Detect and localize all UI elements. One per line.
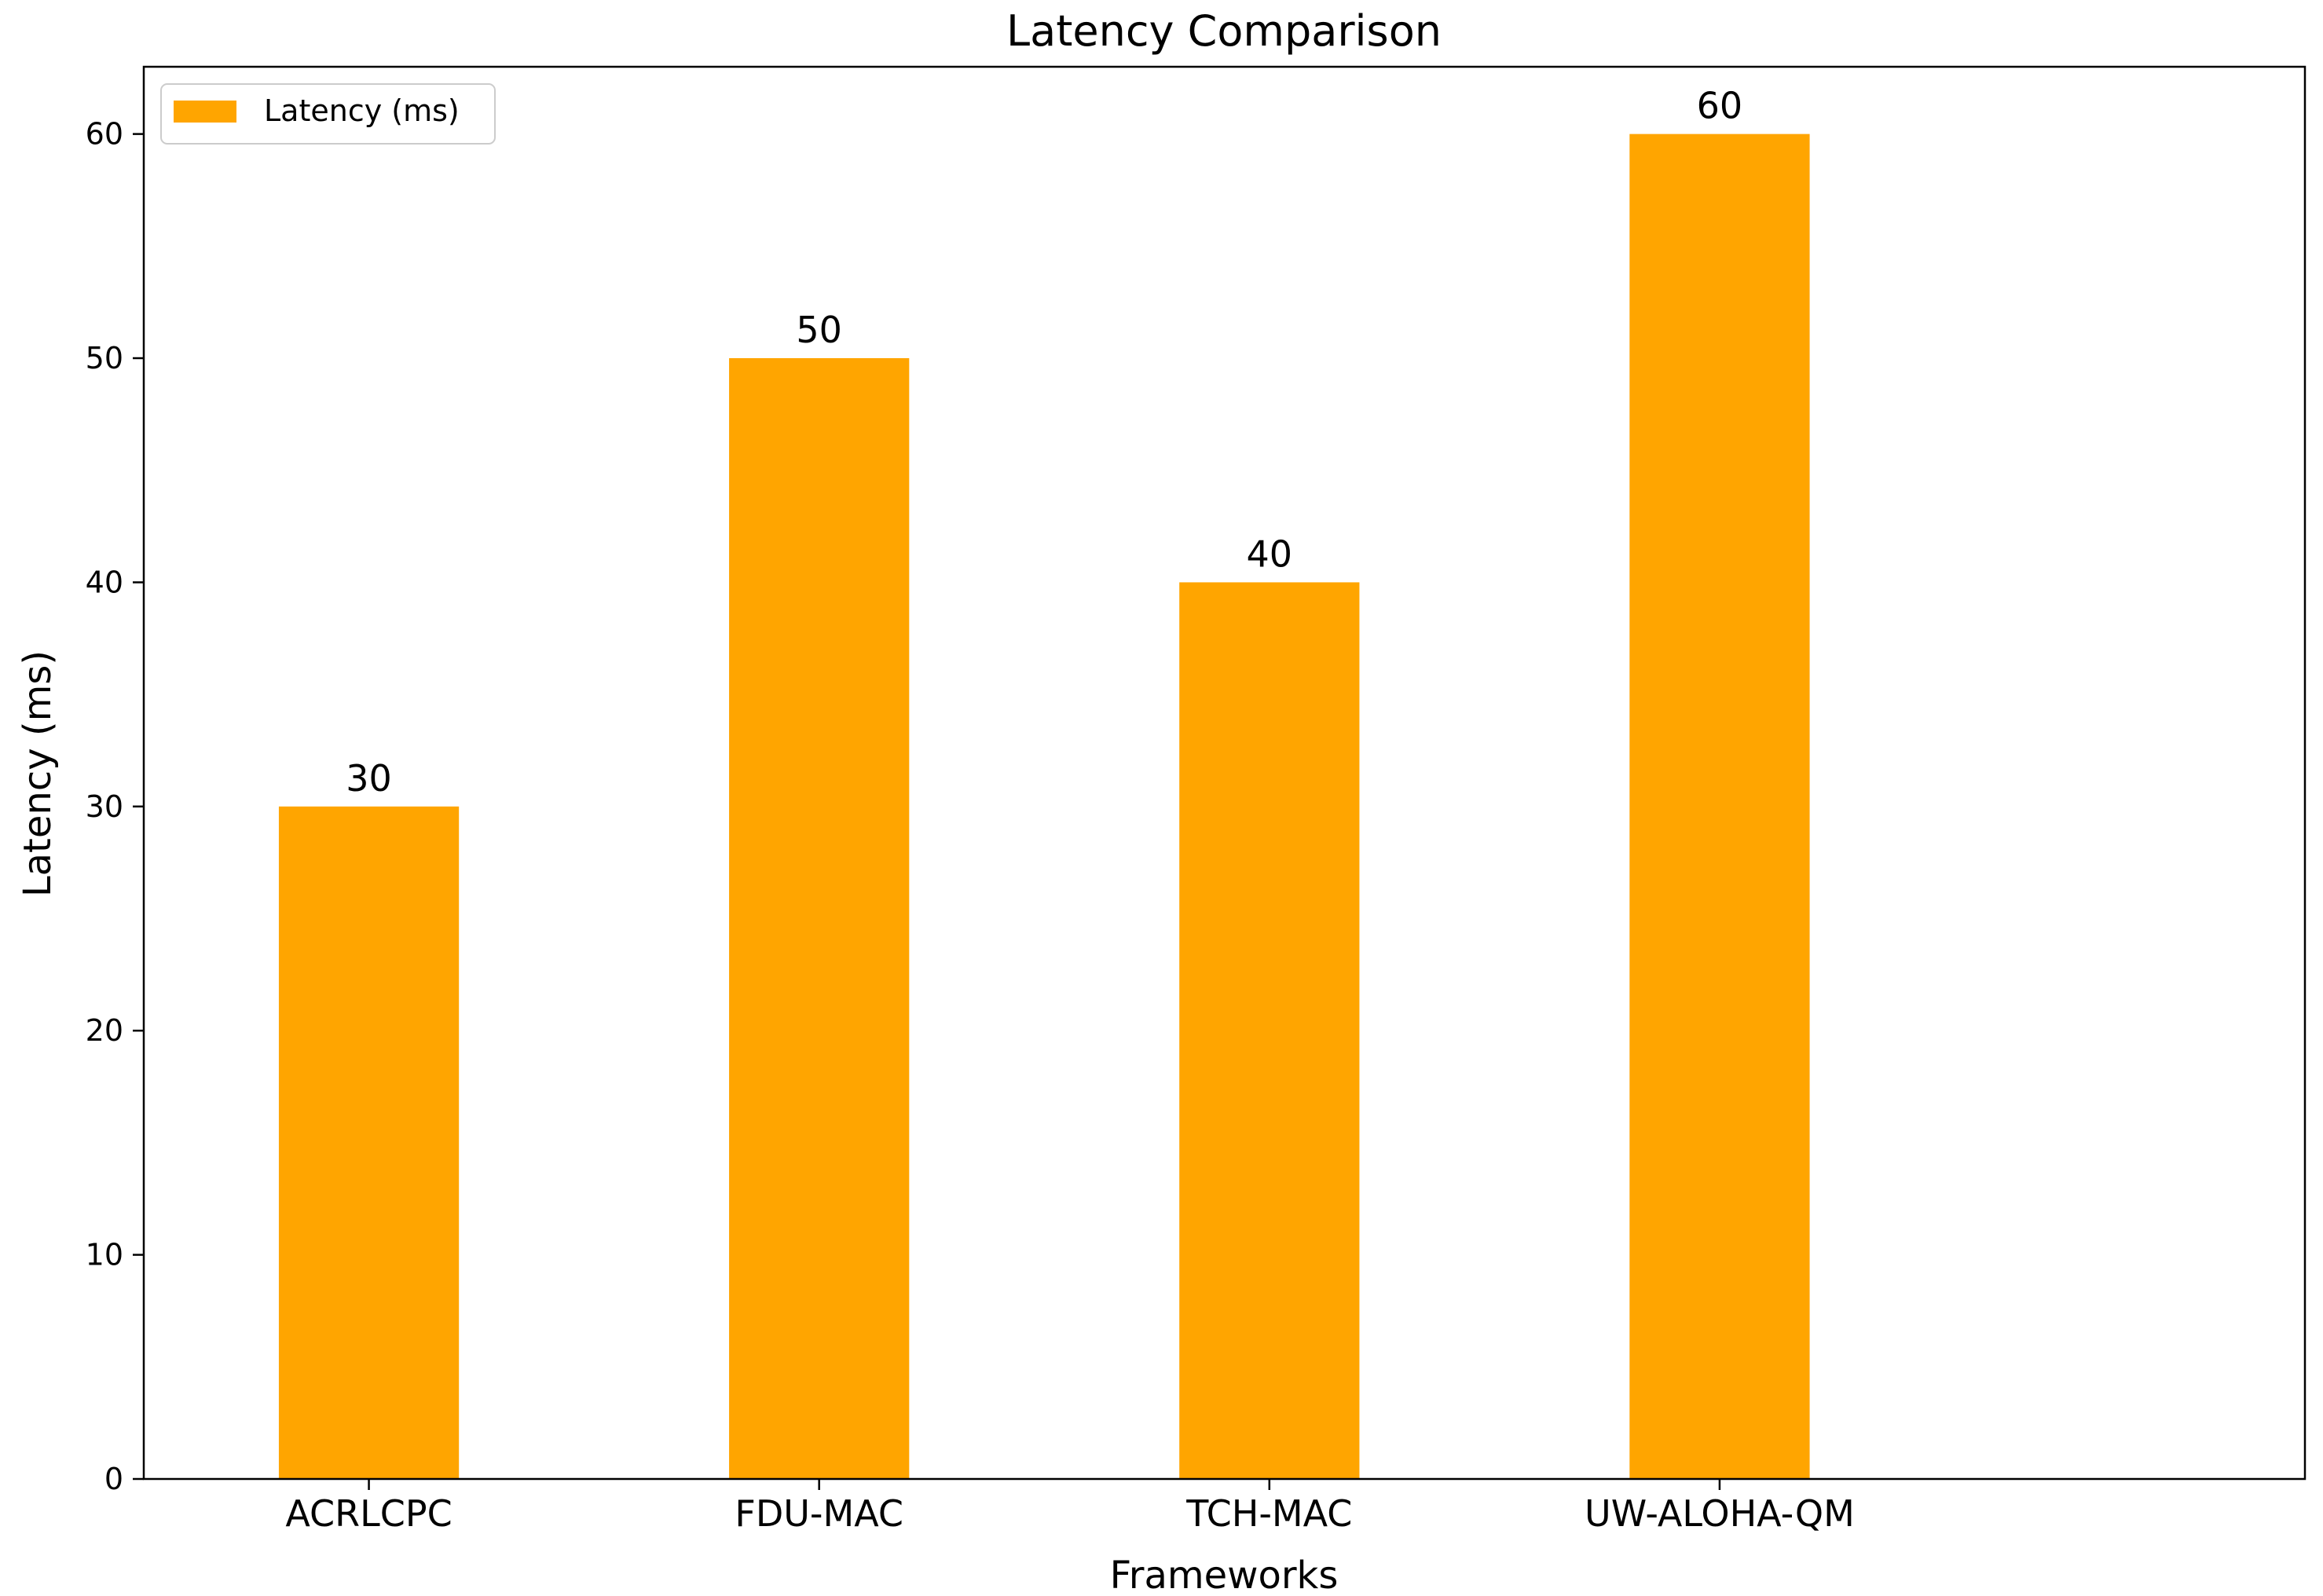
y-tick-label: 40: [86, 565, 123, 599]
bar: [1179, 582, 1360, 1479]
y-tick-label: 20: [86, 1013, 123, 1048]
bar-value-label: 60: [1697, 85, 1743, 127]
x-tick-label: UW-ALOHA-QM: [1585, 1492, 1855, 1535]
bar-value-label: 30: [346, 757, 392, 800]
y-axis-title: Latency (ms): [16, 650, 60, 897]
x-tick-label: TCH-MAC: [1185, 1492, 1352, 1535]
legend-box: [160, 83, 496, 145]
x-axis: ACRLCPC FDU-MAC TCH-MAC UW-ALOHA-QM: [285, 1479, 1855, 1535]
y-tick-label: 10: [86, 1238, 123, 1272]
legend-label: Latency (ms): [264, 93, 460, 128]
x-axis-title: Frameworks: [1110, 1554, 1339, 1596]
bar: [278, 806, 460, 1479]
y-tick-label: 0: [104, 1462, 123, 1496]
bar-value-label: 40: [1247, 533, 1293, 575]
x-tick-label: FDU-MAC: [735, 1492, 903, 1535]
bars: [278, 134, 1810, 1480]
bar: [1629, 134, 1810, 1480]
chart-title: Latency Comparison: [1006, 6, 1442, 56]
x-tick-label: ACRLCPC: [285, 1492, 452, 1535]
legend-swatch: [174, 101, 236, 123]
y-axis: 0 10 20 30 40 50 60: [86, 117, 144, 1496]
bar-value-label: 50: [796, 309, 842, 351]
bar: [729, 358, 910, 1479]
y-tick-label: 30: [86, 789, 123, 824]
y-tick-label: 50: [86, 341, 123, 375]
data-labels: 30 50 40 60: [346, 85, 1742, 800]
y-tick-label: 60: [86, 117, 123, 152]
plot-frame: [142, 65, 2307, 1481]
legend: Latency (ms): [160, 83, 496, 145]
